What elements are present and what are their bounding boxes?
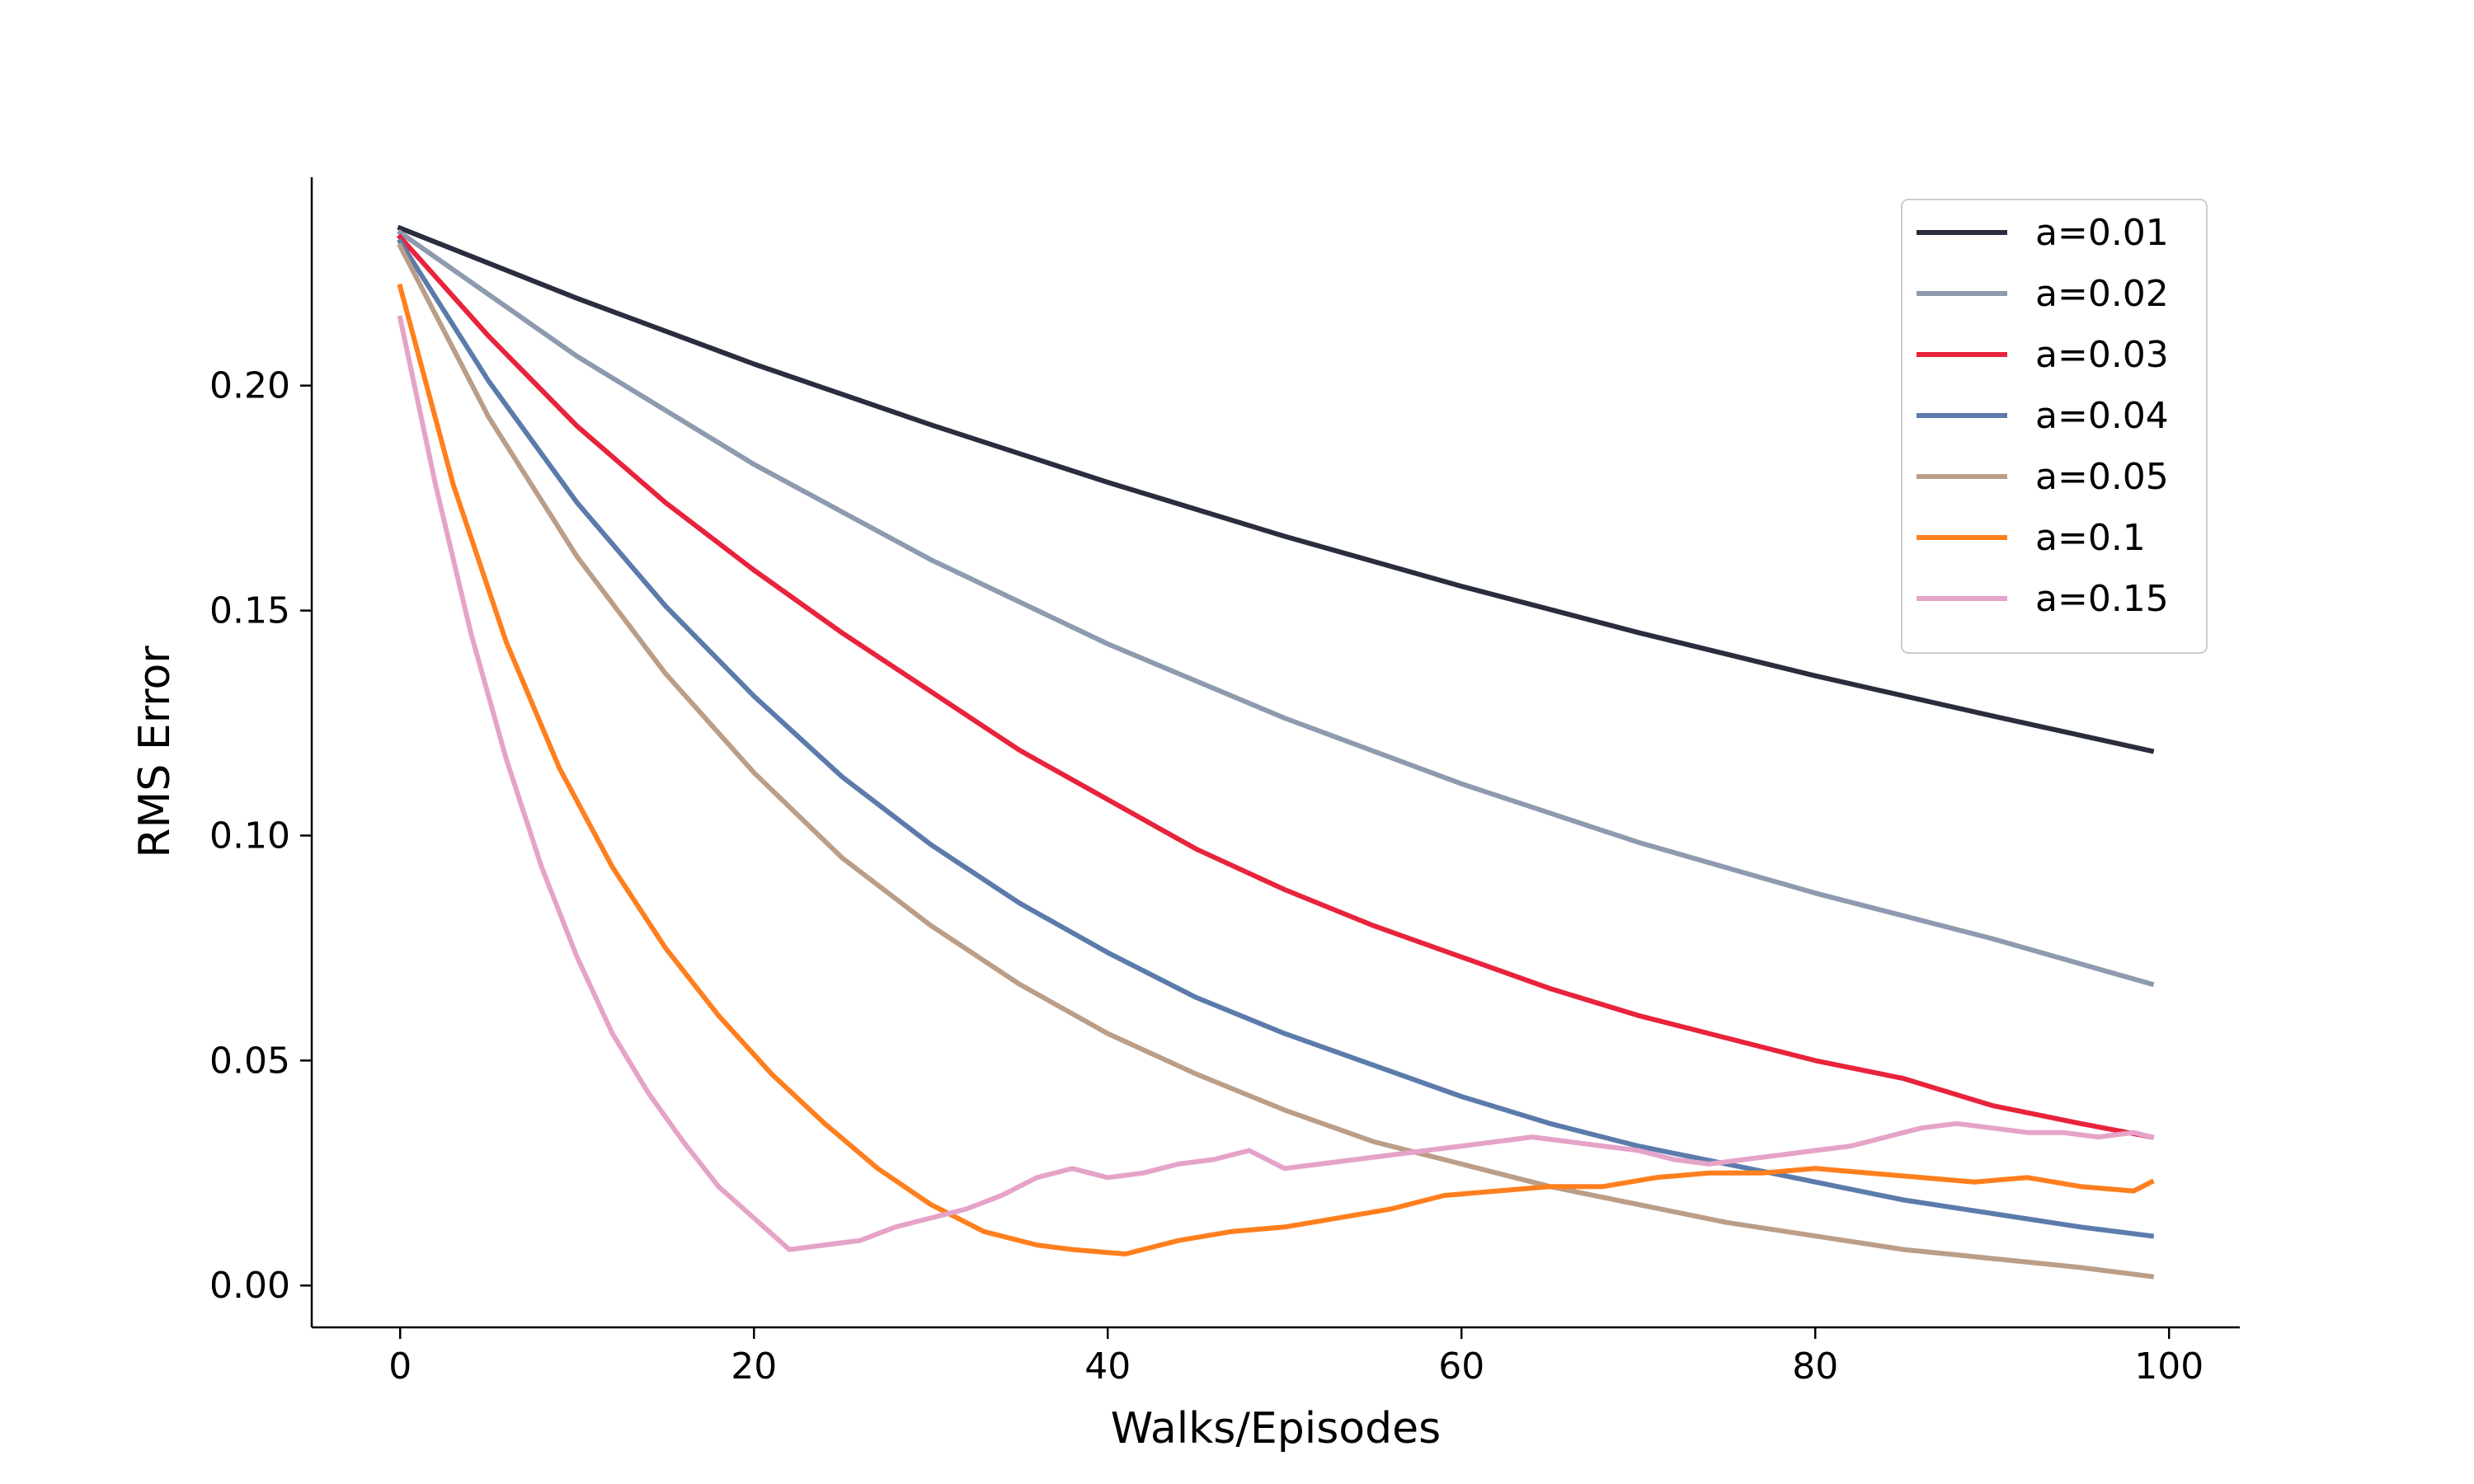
series-line-2 bbox=[397, 228, 2155, 988]
x-axis-label: Walks/Episodes bbox=[1111, 1404, 1441, 1453]
x-tick-label: 60 bbox=[1438, 1345, 1484, 1388]
y-ticks: 0.00 0.05 0.10 0.15 0.20 bbox=[209, 365, 312, 1307]
y-axis-label: RMS Error bbox=[130, 646, 180, 858]
x-tick-label: 80 bbox=[1792, 1345, 1838, 1388]
legend: a=0.01 a=0.02 a=0.03 a=0.04 a=0.05 a=0.1 a=0.1… bbox=[1901, 199, 2208, 654]
y-tick-label: 0.05 bbox=[209, 1040, 290, 1082]
x-tick-label: 100 bbox=[2134, 1345, 2204, 1388]
legend-label: a=0.1 bbox=[2035, 517, 2146, 559]
series-line-3 bbox=[396, 233, 2155, 1140]
x-tick-label: 20 bbox=[731, 1345, 777, 1388]
series-line-1 bbox=[397, 224, 2155, 754]
legend-label: a=0.15 bbox=[2035, 578, 2169, 620]
series-line-7 bbox=[397, 315, 2155, 1252]
x-ticks: 0 20 40 60 80 100 bbox=[388, 1327, 2204, 1388]
legend-label: a=0.04 bbox=[2035, 395, 2169, 437]
legend-label: a=0.05 bbox=[2035, 456, 2169, 498]
legend-label: a=0.03 bbox=[2035, 334, 2169, 376]
x-tick-label: 0 bbox=[388, 1345, 412, 1388]
y-tick-label: 0.10 bbox=[209, 815, 290, 857]
legend-label: a=0.01 bbox=[2035, 212, 2169, 254]
series-line-5 bbox=[397, 242, 2155, 1280]
series-line-4 bbox=[397, 237, 2155, 1239]
y-tick-label: 0.15 bbox=[209, 590, 290, 632]
legend-label: a=0.02 bbox=[2035, 273, 2169, 315]
series-layer bbox=[396, 224, 2155, 1280]
series-line-6 bbox=[397, 283, 2155, 1256]
y-tick-label: 0.20 bbox=[209, 365, 290, 407]
x-tick-label: 40 bbox=[1084, 1345, 1131, 1388]
y-tick-label: 0.00 bbox=[209, 1265, 290, 1307]
